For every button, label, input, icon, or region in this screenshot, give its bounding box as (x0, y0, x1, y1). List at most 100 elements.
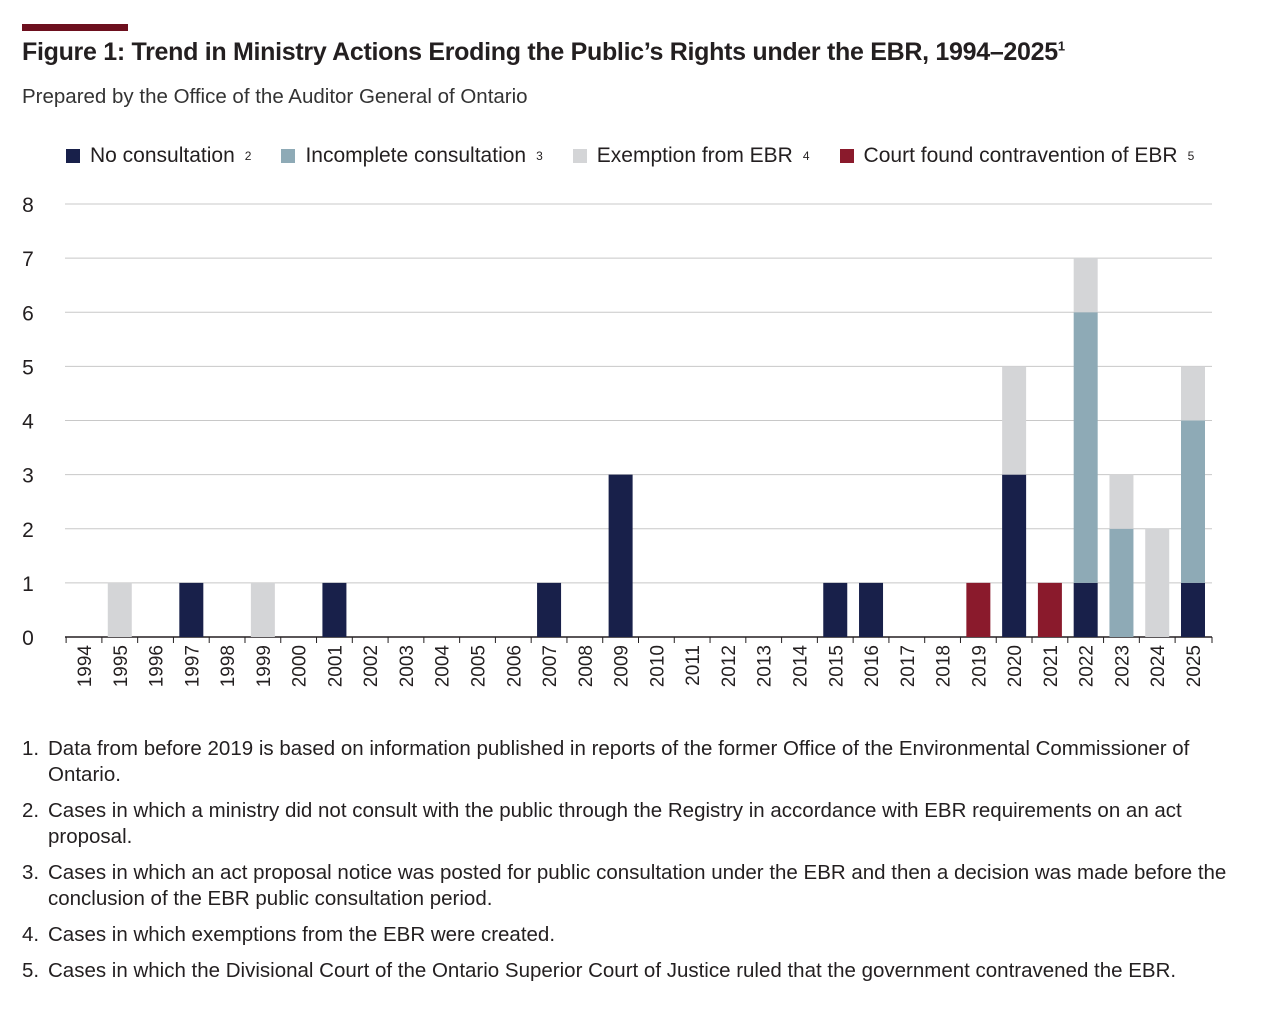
x-tick-label: 2010 (647, 645, 668, 687)
y-tick-label: 1 (22, 573, 34, 596)
x-tick-label: 2014 (790, 645, 811, 688)
footnote-number: 5. (22, 959, 40, 982)
x-tick-label: 2006 (504, 645, 525, 687)
title-footnote-marker: 1 (1057, 38, 1065, 54)
y-tick-label: 5 (22, 356, 34, 379)
x-tick-label: 2025 (1184, 645, 1205, 687)
legend-item-incomplete-consultation: Incomplete consultation 3 (281, 144, 543, 168)
bar-segment (1073, 582, 1098, 637)
legend-swatch (66, 149, 80, 163)
bar-segment (1073, 312, 1098, 583)
figure-title: Figure 1: Trend in Ministry Actions Erod… (22, 38, 1065, 67)
bar-segment (1002, 366, 1027, 475)
x-tick-label: 2001 (325, 645, 346, 687)
x-tick-label: 1997 (182, 645, 203, 687)
footnote-text: Data from before 2019 is based on inform… (48, 737, 1190, 786)
footnote-number: 4. (22, 923, 40, 946)
footnote-4: 4. Cases in which exemptions from the EBR… (22, 922, 1262, 948)
x-tick-label: 2015 (826, 645, 847, 687)
y-tick-label: 8 (22, 194, 34, 217)
legend-label: Incomplete consultation (305, 144, 527, 167)
bar-segment (1181, 366, 1205, 421)
x-tick-label: 2008 (576, 645, 597, 687)
legend-item-court-contravention: Court found contravention of EBR 5 (839, 144, 1195, 168)
bar-segment (537, 582, 562, 637)
y-tick-label: 0 (22, 627, 34, 650)
x-tick-label: 2021 (1041, 645, 1062, 687)
stacked-bar-chart: 0 1 2 3 4 5 6 7 8 1994 1995 1996 1997 1998 1999 2000 200… (22, 194, 1213, 688)
x-tick-label: 2009 (612, 645, 633, 687)
legend-label: Court found contravention of EBR (863, 144, 1178, 167)
x-tick-label: 1996 (147, 645, 168, 687)
x-tick-label: 2018 (934, 645, 955, 687)
x-tick-label: 1994 (75, 645, 96, 688)
bar-segment (1181, 420, 1205, 583)
y-tick-label: 3 (22, 465, 34, 488)
legend-swatch (281, 149, 296, 163)
y-tick-label: 2 (22, 519, 34, 542)
bar-segment (1109, 474, 1134, 529)
footnote-number: 2. (22, 799, 40, 822)
bar-segment (1073, 258, 1098, 313)
bar-segment (1181, 582, 1205, 637)
footnote-text: Cases in which the Divisional Court of t… (48, 959, 1177, 982)
bar-segment (179, 582, 204, 637)
figure-subtitle: Prepared by the Office of the Auditor Ge… (22, 85, 528, 108)
y-tick-label: 7 (22, 248, 34, 271)
x-tick-label: 2003 (397, 645, 418, 687)
footnote-text: Cases in which a ministry did not consul… (48, 799, 1182, 848)
legend-footnote: 5 (1187, 149, 1195, 163)
x-tick-label: 2007 (540, 645, 561, 687)
footnote-3: 3. Cases in which an act proposal notice … (22, 860, 1262, 912)
title-accent-bar (22, 24, 128, 31)
footnote-1: 1. Data from before 2019 is based on info… (22, 736, 1262, 788)
x-tick-label: 2024 (1148, 645, 1169, 688)
bar-segment (859, 582, 884, 637)
legend-label: Exemption from EBR (596, 144, 793, 167)
legend-item-exemption: Exemption from EBR 4 (572, 144, 810, 168)
bar-segment (608, 474, 633, 637)
legend-item-no-consultation: No consultation 2 (66, 144, 251, 168)
bar-segment (823, 582, 848, 637)
x-tick-label: 2002 (361, 645, 382, 687)
legend-swatch (572, 149, 587, 163)
legend-swatch (839, 149, 854, 163)
bar-segment (1145, 528, 1170, 637)
legend-footnote: 2 (244, 149, 252, 163)
footnotes: 1. Data from before 2019 is based on info… (22, 736, 1262, 994)
bar-segment (1037, 582, 1062, 637)
bar-segment (1002, 474, 1027, 637)
bar-segment (966, 582, 991, 637)
footnote-text: Cases in which an act proposal notice wa… (48, 861, 1227, 910)
x-tick-label: 1999 (254, 645, 275, 687)
footnote-number: 1. (22, 737, 40, 760)
chart-legend: No consultation 2 Incomplete consultation… (66, 144, 1194, 168)
x-tick-label: 2012 (719, 645, 740, 687)
y-tick-label: 6 (22, 302, 34, 325)
legend-footnote: 4 (802, 149, 810, 163)
x-tick-label: 2023 (1112, 645, 1133, 687)
x-tick-label: 2022 (1077, 645, 1098, 687)
footnote-number: 3. (22, 861, 40, 884)
bar-segment (322, 582, 347, 637)
x-tick-label: 1995 (111, 645, 132, 687)
legend-footnote: 3 (536, 149, 543, 163)
figure-title-text: Figure 1: Trend in Ministry Actions Erod… (22, 38, 1058, 66)
x-tick-label: 2000 (290, 645, 311, 687)
y-tick-label: 4 (22, 411, 34, 434)
footnote-5: 5. Cases in which the Divisional Court of… (22, 958, 1262, 984)
footnote-2: 2. Cases in which a ministry did not cons… (22, 798, 1262, 850)
x-tick-label: 1998 (218, 645, 239, 687)
x-tick-label: 2016 (862, 645, 883, 687)
x-tick-label: 2013 (755, 645, 776, 687)
bar-segment (1109, 528, 1134, 637)
x-tick-label: 2017 (898, 645, 919, 687)
bar-segment (250, 582, 275, 637)
footnote-text: Cases in which exemptions from the EBR w… (48, 923, 556, 946)
x-tick-label: 2005 (469, 645, 490, 687)
x-tick-label: 2019 (969, 645, 990, 687)
legend-label: No consultation (90, 144, 235, 167)
x-tick-label: 2011 (683, 645, 704, 686)
x-tick-label: 2020 (1005, 645, 1026, 687)
bar-segment (107, 582, 132, 637)
